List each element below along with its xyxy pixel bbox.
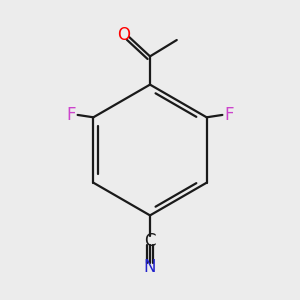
Text: O: O: [117, 26, 130, 44]
Text: F: F: [224, 106, 234, 124]
Text: F: F: [66, 106, 76, 124]
Text: N: N: [144, 258, 156, 276]
Text: C: C: [144, 232, 156, 250]
